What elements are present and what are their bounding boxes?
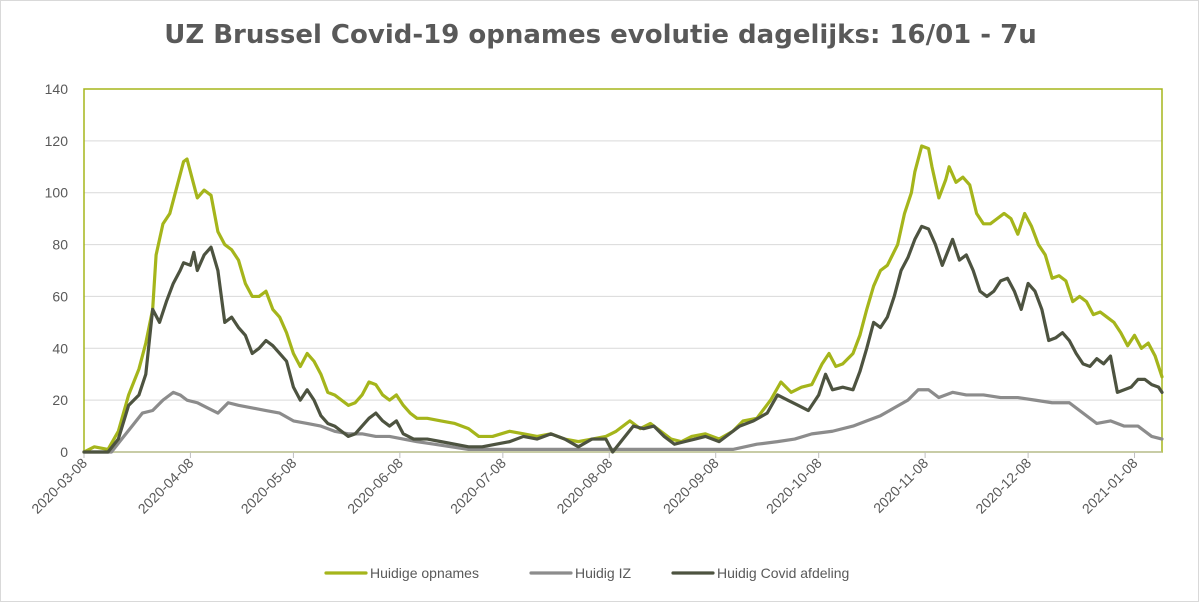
y-tick-label: 20 bbox=[52, 392, 68, 408]
x-tick-label: 2021-01-08 bbox=[1079, 455, 1141, 517]
y-tick-label: 100 bbox=[45, 185, 69, 201]
series-line-huidig-iz bbox=[82, 388, 1164, 454]
x-tick-label: 2020-03-08 bbox=[28, 455, 90, 517]
x-tick-label: 2020-08-08 bbox=[553, 455, 615, 517]
x-axis: 2020-03-08 2020-04-08 2020-05-08 2020-06-08… bbox=[28, 451, 1162, 517]
series-line-huidige-opnames bbox=[82, 144, 1164, 454]
legend: Huidige opnames Huidig IZ Huidig Covid afd… bbox=[324, 565, 849, 581]
x-tick-label: 2020-09-08 bbox=[660, 455, 722, 517]
chart-title: UZ Brussel Covid-19 opnames evolutie dag… bbox=[164, 20, 1037, 50]
y-tick-label: 80 bbox=[52, 237, 68, 253]
x-tick-label: 2020-05-08 bbox=[238, 455, 300, 517]
legend-label: Huidig IZ bbox=[575, 565, 631, 581]
legend-label: Huidige opnames bbox=[370, 565, 479, 581]
legend-label: Huidig Covid afdeling bbox=[717, 565, 849, 581]
y-tick-label: 40 bbox=[52, 340, 68, 356]
x-tick-label: 2020-12-08 bbox=[972, 455, 1034, 517]
y-tick-label: 140 bbox=[45, 81, 69, 97]
x-tick-label: 2020-04-08 bbox=[135, 455, 197, 517]
x-tick-label: 2020-11-08 bbox=[870, 455, 931, 516]
x-tick-label: 2020-06-08 bbox=[344, 455, 406, 517]
gridlines bbox=[84, 140, 1162, 401]
y-tick-label: 0 bbox=[60, 444, 68, 460]
y-tick-label: 120 bbox=[45, 133, 69, 149]
x-tick-label: 2020-10-08 bbox=[763, 455, 825, 517]
series-lines bbox=[82, 144, 1164, 454]
y-axis: 0 20 40 60 80 100 120 140 bbox=[45, 81, 69, 460]
series-line-huidig-covid-afdeling bbox=[82, 224, 1164, 454]
x-tick-label: 2020-07-08 bbox=[447, 455, 509, 517]
y-tick-label: 60 bbox=[52, 288, 68, 304]
